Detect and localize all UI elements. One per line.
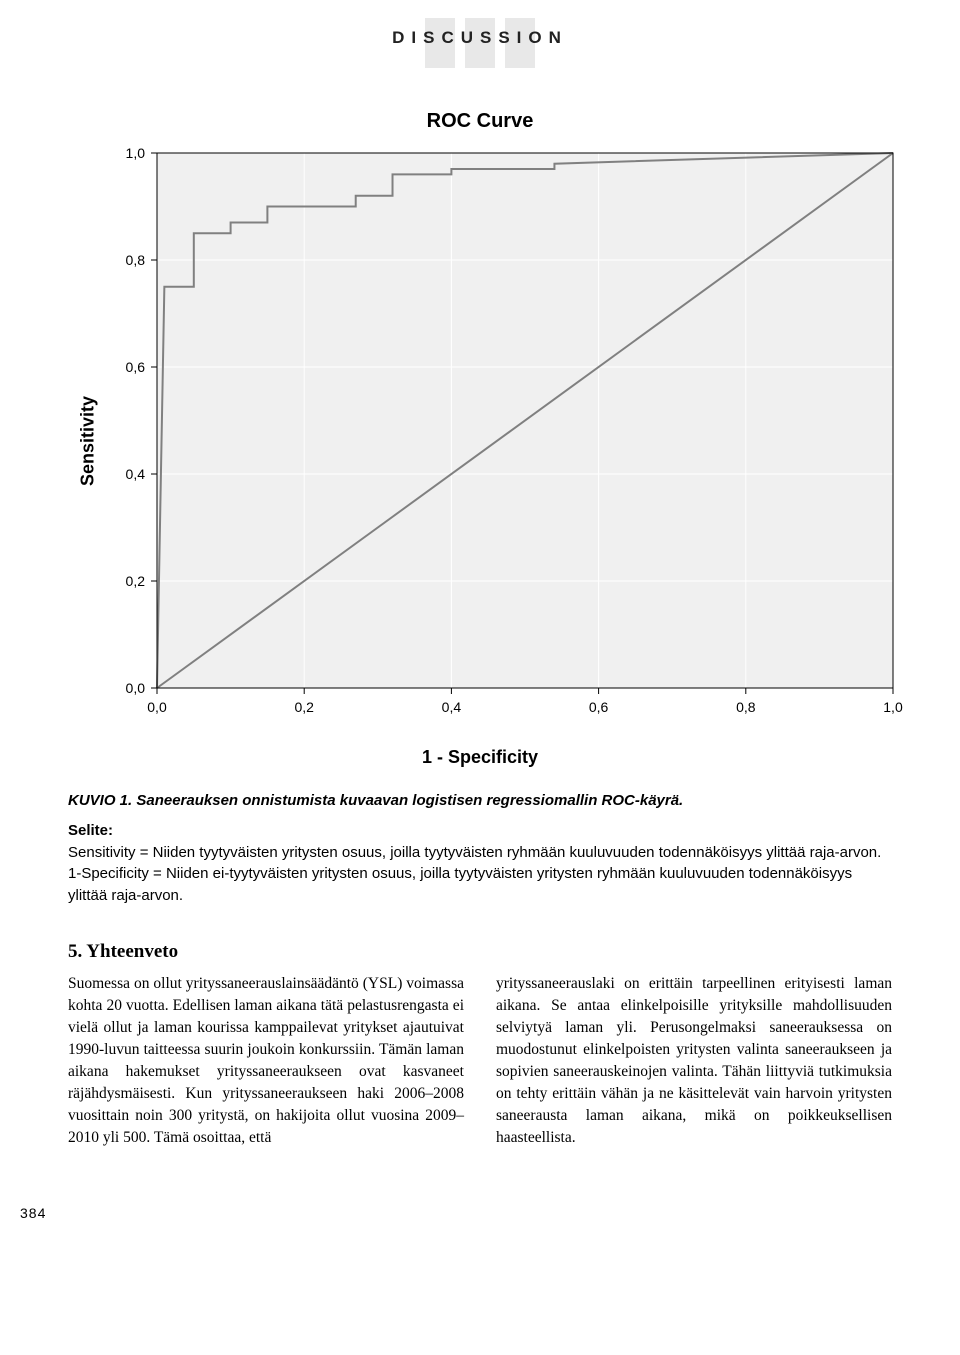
selite-line-1: Sensitivity = Niiden tyytyväisten yritys… <box>68 844 881 861</box>
caption-title: KUVIO 1. Saneerauksen onnistumista kuvaa… <box>68 790 892 812</box>
svg-text:1,0: 1,0 <box>126 145 146 161</box>
svg-text:0,6: 0,6 <box>589 699 609 715</box>
page-header: DISCUSSION <box>0 0 960 110</box>
svg-text:0,0: 0,0 <box>147 699 167 715</box>
roc-chart-block: ROC Curve Sensitivity 0,0 0,2 0,4 0,6 0,8 1,0… <box>45 110 915 768</box>
selite-line-2: 1-Specificity = Niiden ei-tyytyväisten y… <box>68 865 852 904</box>
svg-text:0,0: 0,0 <box>126 680 146 696</box>
svg-text:0,4: 0,4 <box>442 699 462 715</box>
figure-caption: KUVIO 1. Saneerauksen onnistumista kuvaa… <box>68 790 892 907</box>
section-heading: 5. Yhteenveto <box>68 941 892 963</box>
column-right: yrityssaneerauslaki on erittäin tarpeell… <box>496 973 892 1149</box>
roc-chart-svg: 0,0 0,2 0,4 0,6 0,8 1,0 0,0 0,2 0,4 0,6 0,8 1,0 <box>45 141 915 741</box>
page-number: 384 <box>20 1205 46 1221</box>
svg-text:1,0: 1,0 <box>883 699 903 715</box>
svg-text:0,8: 0,8 <box>736 699 756 715</box>
header-title: DISCUSSION <box>392 28 568 48</box>
selite-label: Selite: <box>68 822 113 839</box>
column-left: Suomessa on ollut yrityssaneerauslainsää… <box>68 973 464 1149</box>
body-columns: Suomessa on ollut yrityssaneerauslainsää… <box>68 973 892 1149</box>
y-axis-label: Sensitivity <box>78 396 99 486</box>
x-axis-label: 1 - Specificity <box>45 747 915 768</box>
svg-text:0,2: 0,2 <box>294 699 314 715</box>
svg-text:0,4: 0,4 <box>126 466 146 482</box>
chart-container: Sensitivity 0,00,20,40,60,81,00,00,20,40… <box>45 141 915 741</box>
svg-text:0,6: 0,6 <box>126 359 146 375</box>
chart-title: ROC Curve <box>45 110 915 133</box>
svg-text:0,2: 0,2 <box>126 573 146 589</box>
svg-text:0,8: 0,8 <box>126 252 146 268</box>
